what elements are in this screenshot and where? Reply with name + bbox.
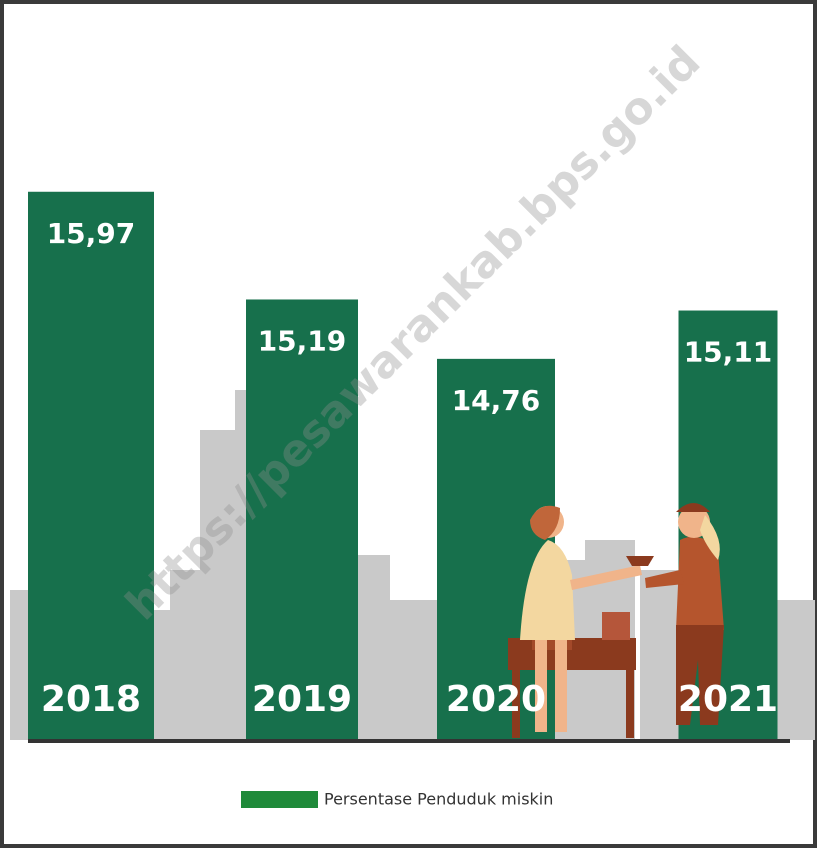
value-label: 14,76: [452, 384, 541, 417]
category-label: 2021: [678, 679, 778, 720]
legend-label: Persentase Penduduk miskin: [324, 790, 553, 809]
value-label: 15,11: [684, 336, 773, 369]
bar: [28, 191, 154, 740]
value-label: 15,97: [47, 217, 136, 250]
category-label: 2020: [446, 679, 546, 720]
value-label: 15,19: [258, 324, 347, 357]
bars: [28, 191, 778, 740]
illustration: [508, 503, 724, 738]
category-label: 2018: [41, 679, 141, 720]
legend-swatch: [241, 791, 318, 808]
category-label: 2019: [252, 679, 352, 720]
bar: [246, 299, 358, 740]
